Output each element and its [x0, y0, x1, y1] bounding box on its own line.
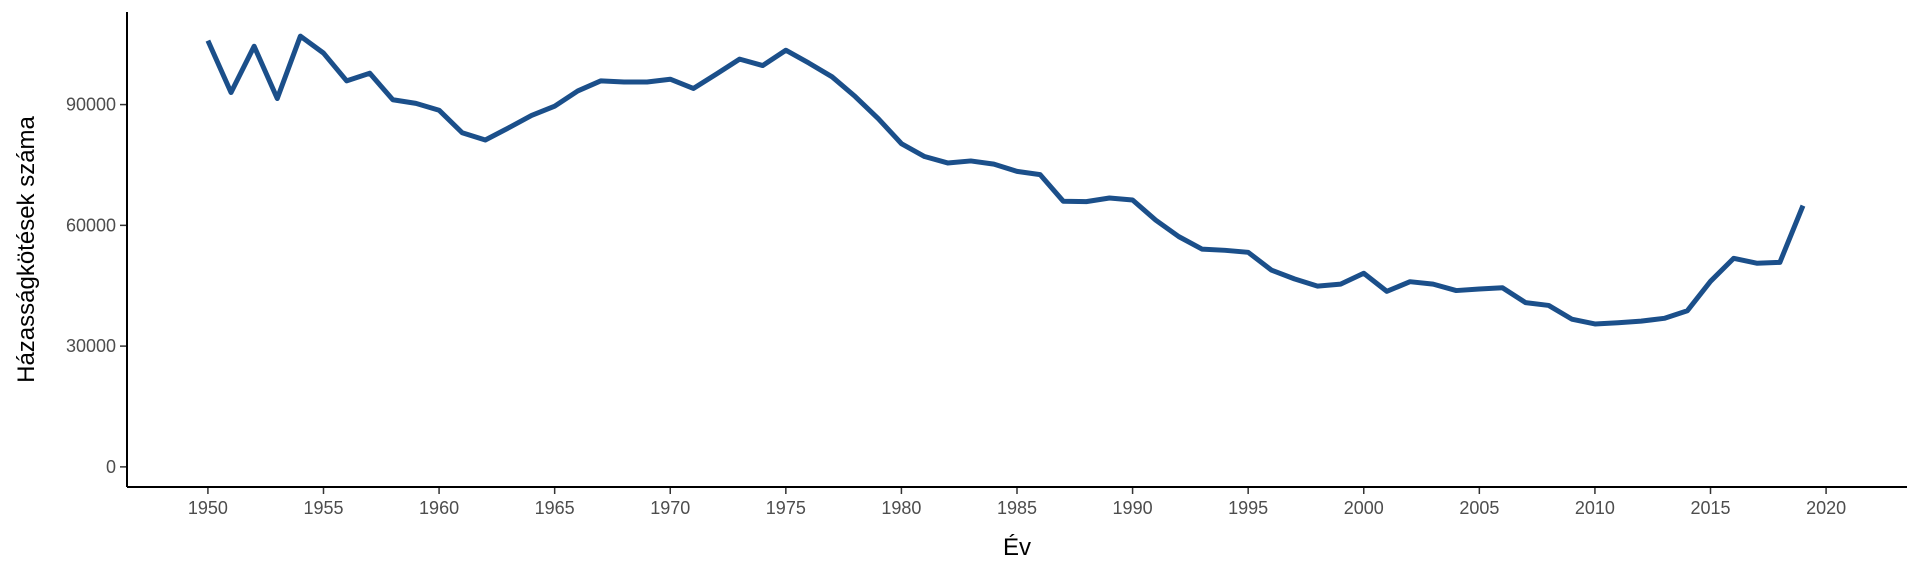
- x-tick-label: 2015: [1690, 498, 1730, 518]
- x-tick-label: 2000: [1344, 498, 1384, 518]
- y-tick-label: 0: [106, 457, 116, 477]
- x-tick-label: 2005: [1459, 498, 1499, 518]
- x-tick-label: 1970: [650, 498, 690, 518]
- x-axis-title: Év: [1003, 534, 1031, 561]
- x-tick-label: 1975: [766, 498, 806, 518]
- x-tick-label: 1985: [997, 498, 1037, 518]
- plot-area: [205, 33, 1806, 327]
- x-axis-ticks: 1950 1955 1960 1965 1970 1975 1980 1985 1990 1995…: [188, 487, 1846, 518]
- y-tick-label: 30000: [66, 336, 116, 356]
- series-line: [205, 33, 1806, 327]
- x-tick-label: 2010: [1575, 498, 1615, 518]
- x-tick-label: 1995: [1228, 498, 1268, 518]
- y-tick-label: 60000: [66, 215, 116, 235]
- x-tick-label: 1965: [535, 498, 575, 518]
- x-tick-label: 2020: [1806, 498, 1846, 518]
- x-tick-label: 1990: [1113, 498, 1153, 518]
- x-tick-label: 1980: [881, 498, 921, 518]
- y-axis-title: Házasságkötések száma: [13, 115, 40, 382]
- x-tick-label: 1960: [419, 498, 459, 518]
- y-axis-ticks: 0 30000 60000 90000: [66, 95, 127, 477]
- x-tick-label: 1955: [303, 498, 343, 518]
- y-tick-label: 90000: [66, 95, 116, 115]
- x-tick-label: 1950: [188, 498, 228, 518]
